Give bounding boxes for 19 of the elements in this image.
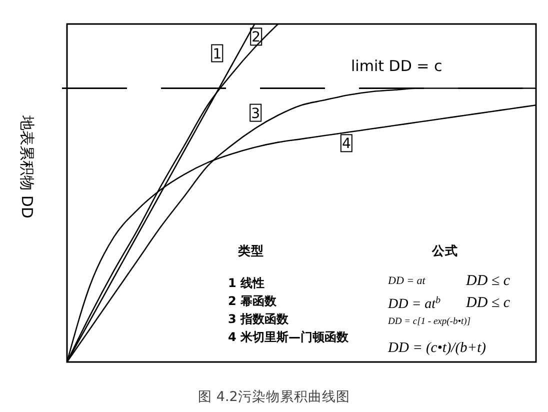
annotation: 1 线性: [228, 276, 265, 290]
annotation: 3 指数函数: [228, 312, 290, 326]
ref-line-label: limit DD = c: [351, 57, 442, 76]
series-label: 2: [252, 30, 261, 46]
annotation: DD ≤ c: [465, 295, 510, 311]
caption: 图 4.2污染物累积曲线图: [198, 389, 350, 405]
annotation: DD = c[1 - exp(-b•t)]: [387, 317, 471, 327]
series-label: 1: [212, 46, 222, 62]
series-label: 4: [342, 136, 351, 152]
annotation: 公式: [431, 243, 458, 258]
annotation: DD = at: [387, 275, 426, 287]
annotation: DD = (c•t)/(b+t): [387, 340, 486, 356]
annotation: DD = at$^{b}$: [387, 294, 441, 312]
annotation: DD ≤ c: [465, 273, 510, 289]
y-axis-title: 地表累积物 DD: [18, 114, 36, 218]
annotation: 2 幂函数: [228, 294, 278, 308]
annotation: 4 米切里斯—门顿函数: [228, 330, 350, 344]
series-label: 3: [251, 106, 260, 122]
annotation: 类型: [237, 243, 264, 258]
